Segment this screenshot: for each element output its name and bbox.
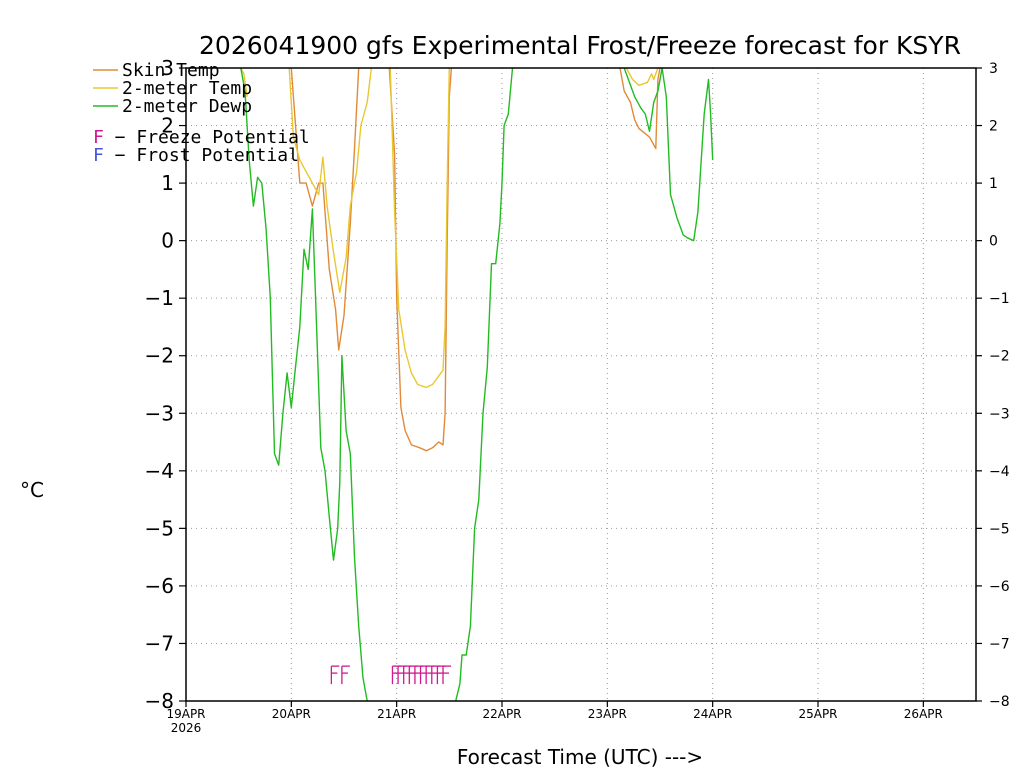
x-tick-label: 26APR [904,707,943,721]
y-tick-label-right: 1 [989,176,998,192]
y-tick-label-left: 3 [161,56,174,80]
plot-frame [185,67,977,702]
y-tick-label-left: 2 [161,114,174,138]
y-axis-right: 3 2 1 0 −1 −2 −3 −4 −5 −6 −7 −8 [976,61,1010,710]
potential-legend-text: − Freeze Potential [104,127,310,148]
y-tick-label-right: −7 [989,636,1010,652]
chart-title: 2026041900 gfs Experimental Frost/Freeze… [199,31,961,60]
x-tick-label: 19APR [166,707,205,721]
y-tick-label-left: 1 [161,171,174,195]
y-tick-label-right: 0 [989,234,998,250]
y-tick-label-right: −4 [989,464,1010,480]
x-tick-label: 25APR [798,707,837,721]
x-tick-year: 2026 [171,721,202,735]
x-tick-label: 20APR [272,707,311,721]
y-tick-label-left: −6 [145,574,174,598]
x-tick-label: 24APR [693,707,732,721]
legend-label: 2-meter Temp [122,78,252,99]
y-tick-label-left: −3 [145,401,174,425]
series-line-2-meter-temp [625,68,659,87]
y-tick-label-left: −5 [145,516,174,540]
legend-label: Skin Temp [122,60,220,81]
series-line-skin-temp [388,68,453,452]
series-lines [240,68,714,701]
series-line-2-meter-temp [288,68,373,294]
y-tick-label-right: −3 [989,406,1010,422]
potential-legend-text: − Frost Potential [104,145,299,166]
potential-legend-entry: F − Freeze Potential [93,127,310,148]
y-tick-label-left: −8 [145,689,174,713]
y-tick-label-left: 0 [161,229,174,253]
x-axis-label: Forecast Time (UTC) ---> [457,745,703,768]
y-tick-label-right: −1 [989,291,1010,307]
series-line-2-meter-dewp [240,68,368,701]
y-tick-label-right: 2 [989,119,998,135]
x-tick-label: 21APR [377,707,416,721]
y-tick-label-left: −2 [145,344,174,368]
x-tick-label: 23APR [588,707,627,721]
y-axis-label: °C [20,478,44,502]
potential-legend-entry: F − Frost Potential [93,145,299,166]
legend-label: 2-meter Dewp [122,96,252,117]
x-tick-label: 22APR [482,707,521,721]
y-tick-label-left: −4 [145,459,174,483]
series-line-2-meter-dewp [455,68,514,701]
y-tick-label-right: −5 [989,521,1010,537]
potential-legend-letter: F [93,145,104,166]
y-tick-label-right: −8 [989,694,1010,710]
potential-legend-letter: F [93,127,104,148]
y-tick-label-right: −2 [989,349,1010,365]
series-line-skin-temp [619,68,661,150]
series-line-skin-temp [290,68,360,351]
y-axis-left: 3 2 1 0 −1 −2 −3 −4 −5 −6 −7 −8 [145,56,186,713]
y-tick-label-right: −6 [989,579,1010,595]
y-tick-label-right: 3 [989,61,998,77]
y-tick-label-left: −7 [145,631,174,655]
y-tick-label-left: −1 [145,286,174,310]
freeze-marks [330,665,452,685]
series-line-2-meter-temp [389,68,450,389]
series-line-2-meter-dewp [623,68,714,242]
